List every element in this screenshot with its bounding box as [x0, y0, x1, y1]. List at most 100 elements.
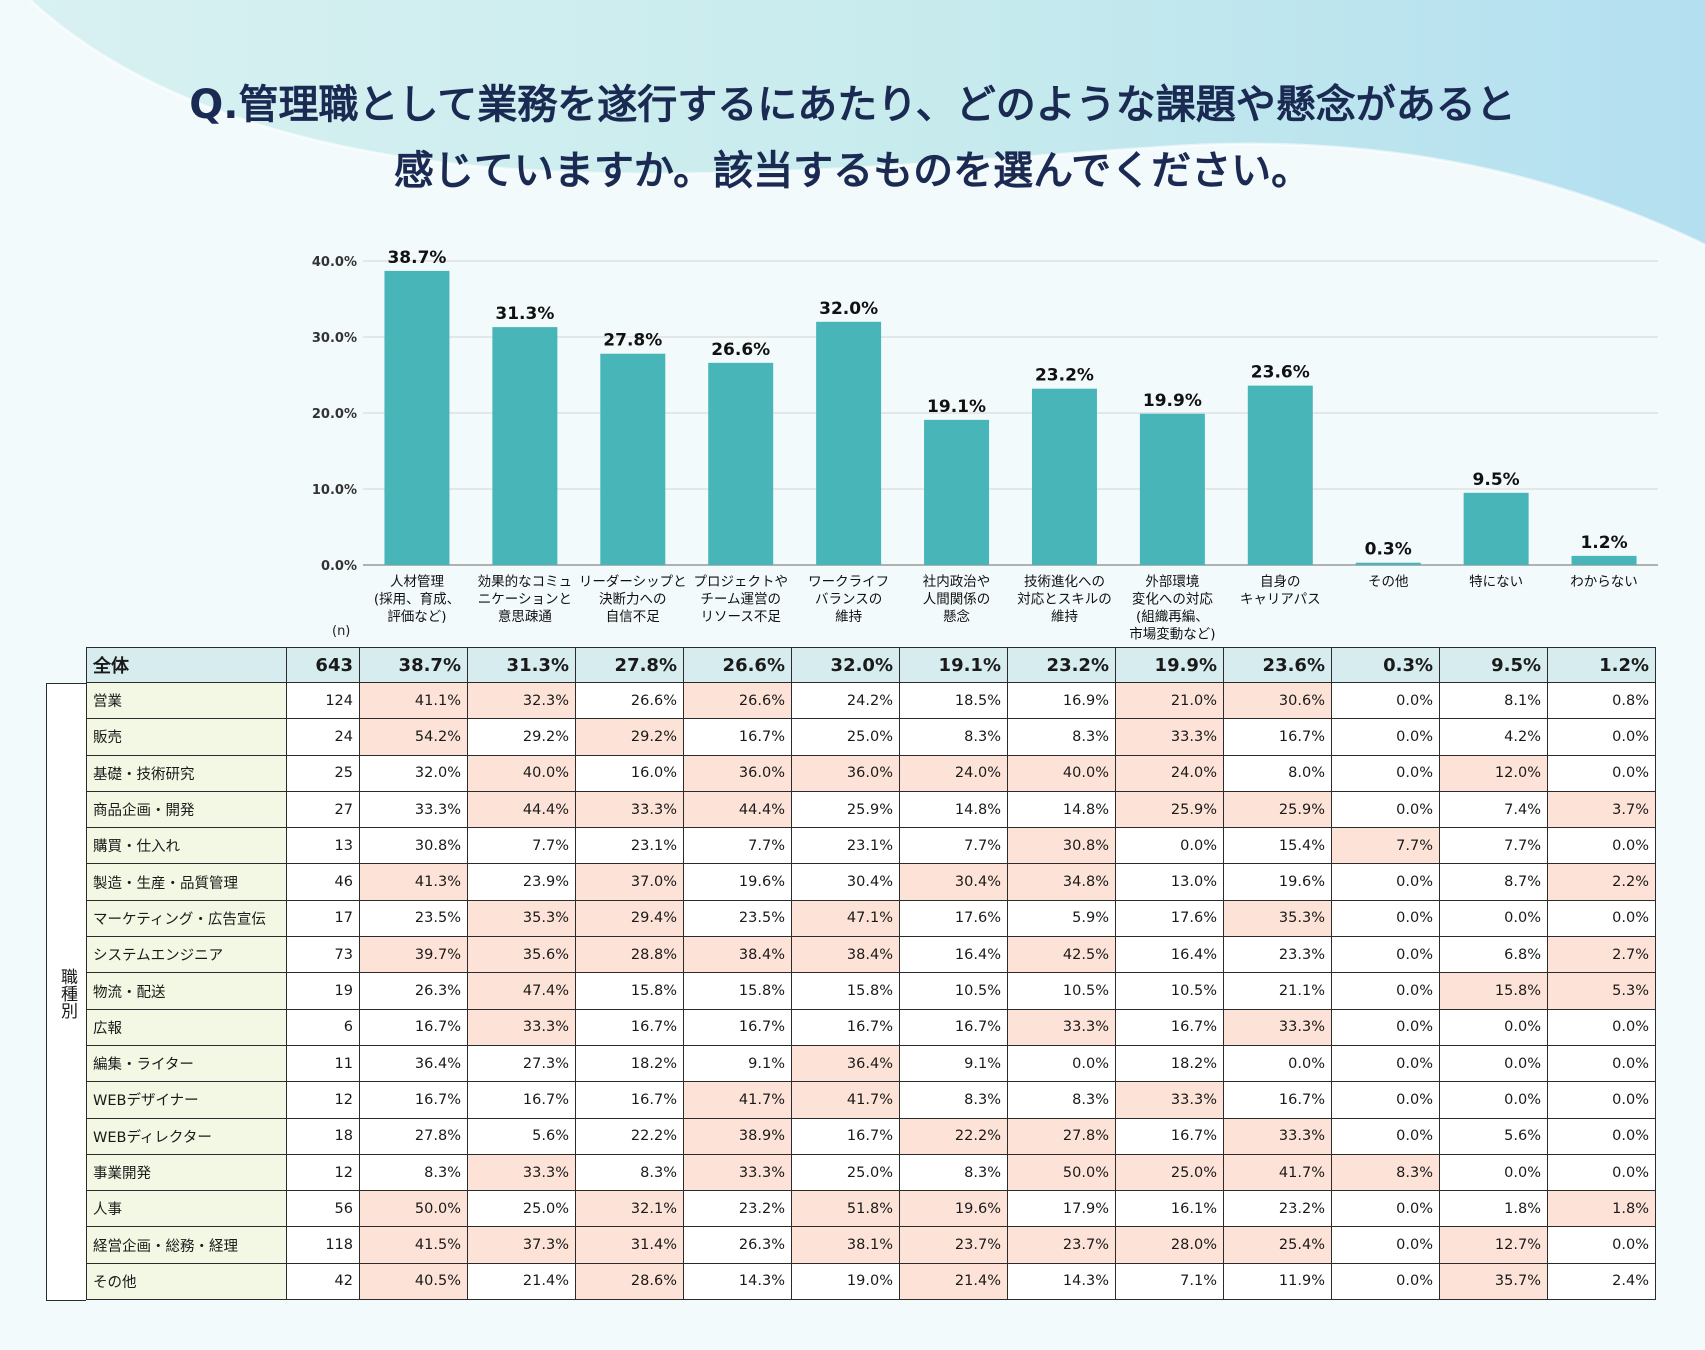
bar: [384, 270, 450, 565]
percent-cell: 15.8%: [575, 972, 684, 1010]
percent-cell-highlighted: 33.3%: [1223, 1117, 1332, 1155]
percent-cell: 7.4%: [1439, 790, 1548, 829]
percent-cell-highlighted: 35.7%: [1439, 1262, 1548, 1301]
percent-cell-highlighted: 33.3%: [683, 1153, 792, 1192]
percent-cell: 0.0%: [1331, 972, 1440, 1010]
percent-cell-highlighted: 35.3%: [467, 899, 576, 938]
percent-cell-highlighted: 39.7%: [359, 936, 468, 974]
percent-cell: 7.7%: [467, 827, 576, 865]
percent-cell-highlighted: 28.8%: [575, 936, 684, 974]
percent-cell: 9.1%: [683, 1044, 792, 1083]
percent-cell: 0.0%: [1331, 681, 1440, 720]
bar: [1031, 388, 1097, 565]
title-line-1: Q.管理職として業務を遂行するにあたり、どのような課題や懸念があると: [189, 82, 1516, 128]
x-tick-label: リーダーシップと決断力への自信不足: [579, 574, 687, 625]
percent-cell-highlighted: 33.3%: [467, 1008, 576, 1046]
percent-cell: 23.1%: [575, 827, 684, 865]
percent-cell: 14.8%: [899, 790, 1008, 829]
percent-cell: 0.0%: [1331, 1190, 1440, 1228]
percent-cell: 23.6%: [1223, 647, 1332, 683]
percent-cell-highlighted: 38.9%: [683, 1117, 792, 1155]
percent-cell: 1.8%: [1439, 1190, 1548, 1228]
percent-cell: 16.1%: [1115, 1190, 1224, 1228]
percent-cell: 38.7%: [359, 647, 468, 683]
percent-cell: 0.0%: [1115, 827, 1224, 865]
percent-cell: 21.4%: [467, 1262, 576, 1301]
data-label: 23.2%: [1035, 366, 1094, 386]
percent-cell: 8.3%: [1007, 1081, 1116, 1119]
sample-size: 42: [286, 1262, 360, 1301]
percent-cell: 13.0%: [1115, 863, 1224, 901]
percent-cell: 16.7%: [575, 1008, 684, 1046]
row-label: 物流・配送: [86, 972, 287, 1010]
x-tick-label: わからない: [1570, 574, 1638, 590]
percent-cell-highlighted: 44.4%: [683, 790, 792, 829]
percent-cell-highlighted: 40.5%: [359, 1262, 468, 1301]
percent-cell: 0.0%: [1547, 1044, 1656, 1083]
percent-cell: 0.0%: [1331, 754, 1440, 792]
percent-cell-highlighted: 1.8%: [1547, 1190, 1656, 1228]
percent-cell: 32.0%: [791, 647, 900, 683]
percent-cell: 23.2%: [1007, 647, 1116, 683]
data-label: 32.0%: [819, 299, 878, 319]
table-row: システムエンジニア 73 39.7% 35.6% 28.8% 38.4% 38.4% 16.4…: [86, 936, 1656, 974]
sample-size: 19: [286, 972, 360, 1010]
percent-cell: 23.1%: [791, 827, 900, 865]
percent-cell: 0.0%: [1331, 1081, 1440, 1119]
table-row: 広報 6 16.7% 33.3% 16.7% 16.7% 16.7% 16.7% 33.3% 16…: [86, 1008, 1656, 1046]
bar: [492, 327, 558, 565]
table-row: 購買・仕入れ 13 30.8% 7.7% 23.1% 7.7% 23.1% 7.7% 30.8%…: [86, 827, 1656, 865]
percent-cell: 15.8%: [791, 972, 900, 1010]
sample-size: 73: [286, 936, 360, 974]
row-label: その他: [86, 1262, 287, 1301]
percent-cell: 29.2%: [467, 718, 576, 756]
percent-cell-highlighted: 32.3%: [467, 681, 576, 720]
percent-cell: 16.7%: [1223, 1081, 1332, 1119]
percent-cell: 23.9%: [467, 863, 576, 901]
percent-cell-highlighted: 47.1%: [791, 899, 900, 938]
percent-cell: 0.0%: [1547, 754, 1656, 792]
table-row: 物流・配送 19 26.3% 47.4% 15.8% 15.8% 15.8% 10.5% 10.…: [86, 972, 1656, 1010]
percent-cell: 25.9%: [791, 790, 900, 829]
sample-size: 25: [286, 754, 360, 792]
percent-cell: 0.0%: [1547, 1226, 1656, 1264]
percent-cell: 16.7%: [683, 718, 792, 756]
percent-cell-highlighted: 41.7%: [1223, 1153, 1332, 1192]
percent-cell-highlighted: 25.4%: [1223, 1226, 1332, 1264]
percent-cell: 9.5%: [1439, 647, 1548, 683]
percent-cell-highlighted: 37.0%: [575, 863, 684, 901]
percent-cell: 10.5%: [899, 972, 1008, 1010]
percent-cell: 25.0%: [791, 1153, 900, 1192]
overall-row: 全体 643 38.7% 31.3% 27.8% 26.6% 32.0% 19.1% 23.2%…: [86, 647, 1656, 683]
data-label: 23.6%: [1251, 363, 1310, 383]
percent-cell: 0.0%: [1331, 936, 1440, 974]
data-label: 9.5%: [1473, 470, 1520, 490]
percent-cell: 14.8%: [1007, 790, 1116, 829]
data-label: 19.1%: [927, 397, 986, 417]
sample-size: 56: [286, 1190, 360, 1228]
sample-size: 643: [286, 647, 360, 683]
percent-cell: 19.6%: [683, 863, 792, 901]
bar: [924, 419, 990, 565]
percent-cell: 32.0%: [359, 754, 468, 792]
sample-size: 11: [286, 1044, 360, 1083]
percent-cell: 8.3%: [899, 1153, 1008, 1192]
percent-cell: 18.2%: [575, 1044, 684, 1083]
percent-cell-highlighted: 27.8%: [1007, 1117, 1116, 1155]
percent-cell-highlighted: 8.3%: [1331, 1153, 1440, 1192]
percent-cell-highlighted: 37.3%: [467, 1226, 576, 1264]
percent-cell-highlighted: 28.6%: [575, 1262, 684, 1301]
bar: [600, 353, 666, 565]
percent-cell-highlighted: 33.3%: [1223, 1008, 1332, 1046]
percent-cell: 16.7%: [791, 1008, 900, 1046]
percent-cell: 23.5%: [359, 899, 468, 938]
table-row: WEBディレクター 18 27.8% 5.6% 22.2% 38.9% 16.7% 22.2%…: [86, 1117, 1656, 1155]
percent-cell: 16.7%: [683, 1008, 792, 1046]
percent-cell: 10.5%: [1115, 972, 1224, 1010]
percent-cell: 0.0%: [1331, 1262, 1440, 1301]
sample-size: 13: [286, 827, 360, 865]
percent-cell: 4.2%: [1439, 718, 1548, 756]
percent-cell-highlighted: 38.4%: [791, 936, 900, 974]
percent-cell: 15.4%: [1223, 827, 1332, 865]
percent-cell: 16.7%: [359, 1081, 468, 1119]
